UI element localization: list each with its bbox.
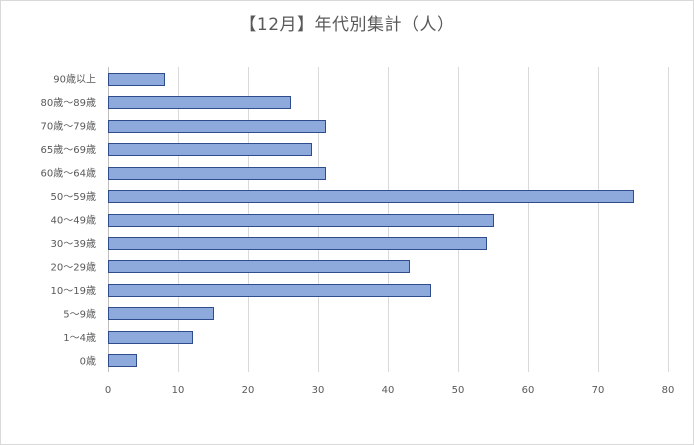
chart-title: 【12月】年代別集計（人）	[239, 15, 455, 35]
x-tick-labels: 0 10 20 30 40 50 60 70 80	[105, 385, 675, 396]
bar	[108, 143, 312, 156]
bar	[108, 120, 326, 133]
y-tick-label: 5～9歳	[63, 308, 96, 320]
bar	[108, 284, 431, 297]
y-tick-labels: 90歳以上 80歳～89歳 70歳～79歳 65歳～69歳 60歳～64歳 50～59歳 4…	[41, 74, 96, 368]
y-tick-label: 0歳	[80, 355, 96, 367]
bar	[108, 96, 291, 109]
x-tick-label: 40	[382, 385, 395, 396]
bar	[108, 307, 214, 320]
x-tick-label: 80	[662, 385, 675, 396]
bar	[108, 167, 326, 180]
bar	[108, 190, 634, 203]
bars	[108, 73, 634, 367]
y-tick-label: 20～29歳	[51, 261, 96, 273]
x-tick-label: 30	[312, 385, 325, 396]
y-tick-label: 1～4歳	[63, 332, 96, 344]
x-tick-label: 10	[172, 385, 185, 396]
y-tick-label: 65歳～69歳	[41, 144, 96, 156]
y-tick-label: 80歳～89歳	[41, 97, 96, 109]
x-tick-label: 50	[452, 385, 465, 396]
y-tick-label: 70歳～79歳	[41, 121, 96, 133]
bar	[108, 237, 487, 250]
x-tick-label: 20	[242, 385, 255, 396]
y-tick-label: 60歳～64歳	[41, 168, 96, 180]
bar	[108, 260, 410, 273]
bar	[108, 73, 165, 86]
y-tick-label: 40～49歳	[51, 215, 96, 227]
x-tick-label: 0	[105, 385, 111, 396]
bar	[108, 331, 193, 344]
y-tick-label: 90歳以上	[53, 74, 96, 86]
x-tick-label: 60	[522, 385, 535, 396]
bar	[108, 214, 494, 227]
y-tick-label: 10～19歳	[51, 285, 96, 297]
x-tick-label: 70	[592, 385, 605, 396]
bar	[108, 354, 137, 367]
y-tick-label: 30～39歳	[51, 238, 96, 250]
y-tick-label: 50～59歳	[51, 191, 96, 203]
